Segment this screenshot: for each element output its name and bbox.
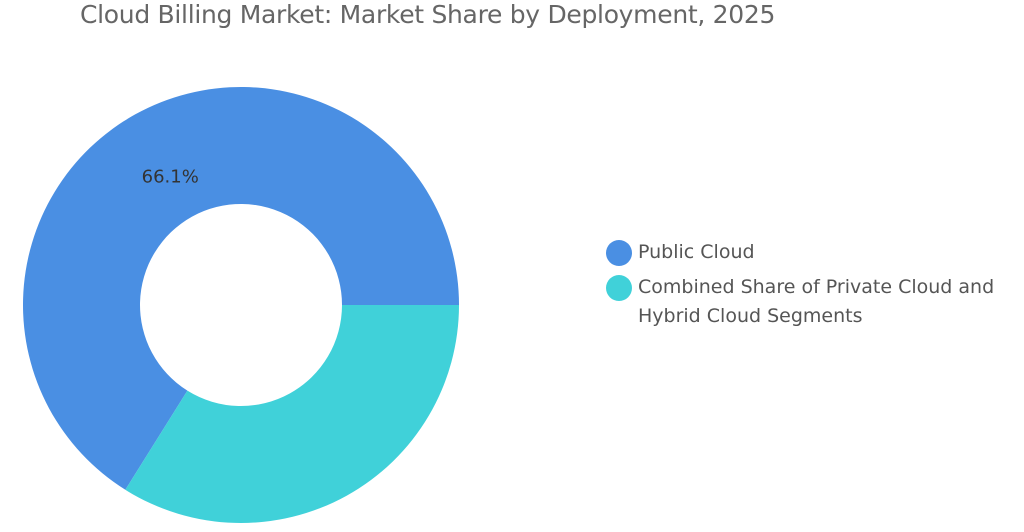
legend-item: Combined Share of Private Cloud and Hybr… <box>606 273 1024 331</box>
legend-label: Public Cloud <box>638 241 755 263</box>
data-label: 66.1% <box>142 166 199 187</box>
legend-item: Public Cloud <box>606 238 1024 267</box>
donut-segment <box>125 305 459 523</box>
legend-swatch <box>606 275 632 301</box>
legend-swatch <box>606 240 632 266</box>
donut-segment <box>22 86 460 490</box>
legend-label: Combined Share of Private Cloud and Hybr… <box>638 276 995 327</box>
chart-title: Cloud Billing Market: Market Share by De… <box>80 0 776 29</box>
chart: 66.1% <box>22 86 460 523</box>
legend: Public Cloud Combined Share of Private Cl… <box>606 238 1024 337</box>
